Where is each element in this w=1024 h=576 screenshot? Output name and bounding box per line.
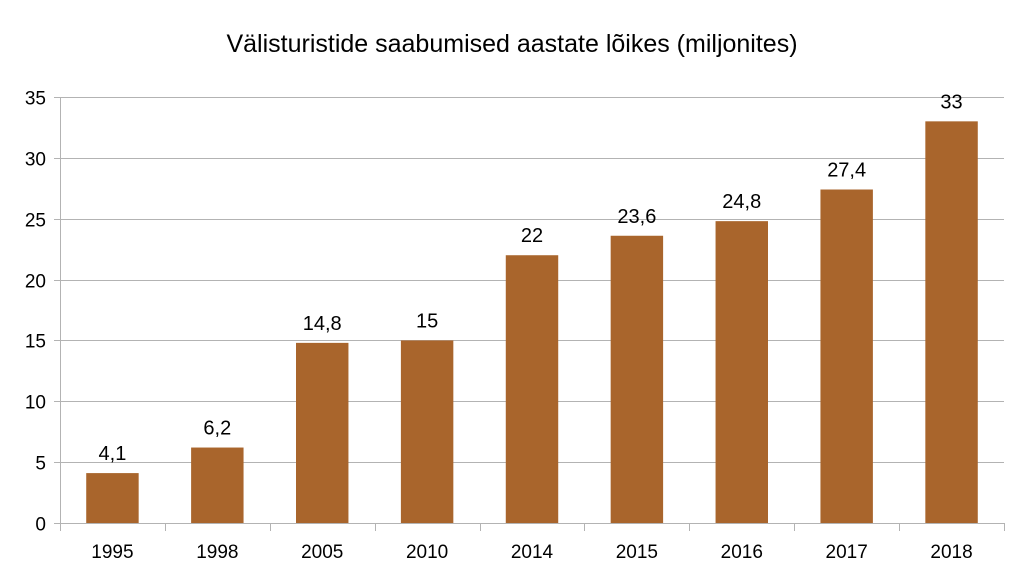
data-label-2015: 23,6 bbox=[617, 206, 656, 228]
x-tick-label-1995: 1995 bbox=[91, 542, 133, 563]
x-tick-label-2015: 2015 bbox=[616, 542, 658, 563]
bar-2017 bbox=[820, 189, 873, 523]
bar-2005 bbox=[296, 342, 349, 523]
y-tick-label: 25 bbox=[25, 211, 46, 232]
bar-2014 bbox=[505, 255, 559, 523]
y-tick-label: 5 bbox=[35, 454, 46, 475]
axes bbox=[60, 97, 1005, 531]
y-tick-label: 0 bbox=[35, 515, 46, 536]
data-label-2005: 14,8 bbox=[303, 313, 342, 335]
x-tick-label-2016: 2016 bbox=[721, 542, 763, 563]
bar-1998 bbox=[191, 447, 244, 523]
bars bbox=[86, 121, 978, 524]
x-tick-label-2014: 2014 bbox=[511, 542, 554, 563]
data-label-2016: 24,8 bbox=[722, 191, 761, 213]
data-label-1995: 4,1 bbox=[99, 443, 127, 465]
x-tick-label-2005: 2005 bbox=[301, 542, 343, 563]
data-label-1998: 6,2 bbox=[203, 418, 231, 440]
data-label-2010: 15 bbox=[416, 310, 438, 332]
bar-2015 bbox=[610, 235, 664, 524]
y-tick-label: 20 bbox=[25, 272, 46, 293]
data-label-2018: 33 bbox=[940, 91, 962, 113]
y-tick-label: 30 bbox=[25, 150, 46, 171]
y-tick-label: 35 bbox=[25, 89, 46, 110]
bar-2018 bbox=[925, 121, 978, 523]
y-tick-label: 15 bbox=[25, 332, 46, 353]
labels: 0 5 10 15 20 25 30 35 4,1 1995 6,2 1998 14,8 2005 15 20… bbox=[25, 89, 973, 564]
bar-1995 bbox=[86, 473, 139, 523]
x-tick-label-2017: 2017 bbox=[826, 542, 868, 563]
x-tick-label-2018: 2018 bbox=[930, 542, 972, 563]
bar-2010 bbox=[400, 340, 454, 523]
data-label-2017: 27,4 bbox=[827, 160, 866, 182]
x-tick-label-1998: 1998 bbox=[196, 542, 238, 563]
x-tick-label-2010: 2010 bbox=[406, 542, 448, 563]
data-label-2014: 22 bbox=[521, 225, 543, 247]
bar-2016 bbox=[715, 221, 768, 524]
chart-title: Välisturistide saabumised aastate lõikes… bbox=[226, 30, 798, 58]
y-tick-label: 10 bbox=[25, 393, 46, 414]
